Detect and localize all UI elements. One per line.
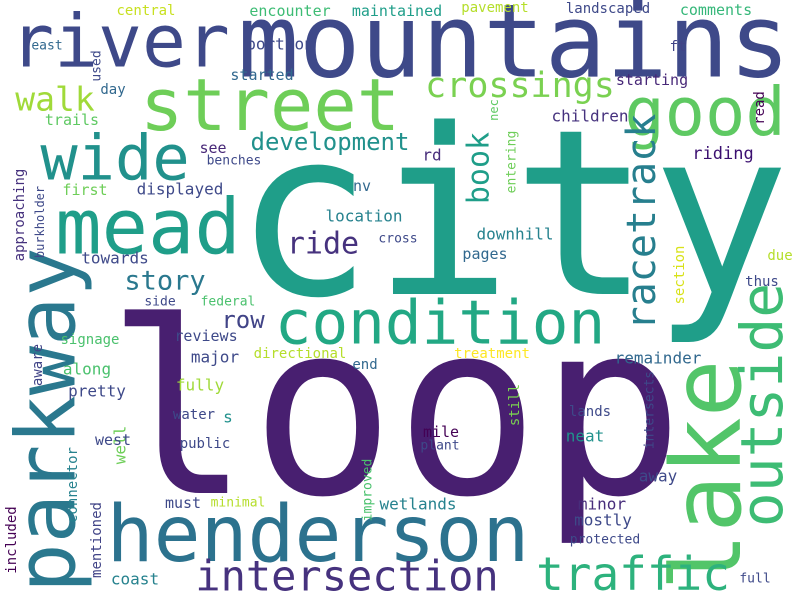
word: traffic [536,547,730,600]
word: pavement [461,0,528,16]
word: development [251,128,410,156]
word: location [325,207,402,226]
word: benches [207,154,262,169]
word: mostly [574,511,632,530]
word: mead [55,184,240,273]
word: encounter [249,2,330,20]
word: pages [462,245,507,263]
word: entering [505,131,520,194]
word: walk [15,80,95,119]
word: racetrack [619,114,665,331]
word: end [352,357,377,373]
word: connector [65,447,81,523]
word: west [95,431,131,449]
word: directional [254,346,347,362]
word: intersection [195,552,498,600]
word: riding [692,144,753,164]
word: thus [745,274,779,290]
word: remainder [615,349,702,368]
word: displayed [137,180,224,199]
word: due [767,248,792,264]
word: lands [569,404,611,420]
word: water [173,407,215,423]
word: portion [246,35,313,54]
word: comments [680,1,752,19]
word: lake [651,359,763,590]
word: read [752,91,768,125]
word: started [230,66,293,84]
word: row [221,306,265,334]
word: well [111,426,130,465]
word: book [462,132,497,204]
word: outside [728,283,796,527]
word: intersects [643,371,658,449]
word: day [100,82,125,98]
word: downhill [476,225,553,244]
word: used [90,50,105,81]
word: parkway [0,247,95,593]
word: children [551,107,628,126]
word: approaching [12,169,28,262]
word: henderson [107,490,530,580]
word: must [165,494,201,512]
word: minimal [211,496,266,511]
word: crossings [425,66,615,106]
word: maintained [352,2,442,20]
word: ft [670,39,687,55]
word: nec [487,99,501,121]
word: river [10,0,230,85]
word: see [199,139,226,157]
word: protected [570,533,640,548]
word: first [62,181,107,199]
word: pretty [68,382,126,401]
word: section [672,245,688,304]
word: along [63,360,111,379]
word: mountains [238,0,791,102]
word: good [624,73,785,151]
word: loop [106,270,684,550]
word: mile [423,423,459,441]
word: coast [111,570,159,589]
word: still [507,384,523,426]
word: reviews [174,327,237,345]
word: plant [420,439,459,454]
word: minor [578,495,627,514]
word: towards [81,249,148,268]
word: federal [201,295,256,310]
word: signage [60,332,119,348]
word: side [144,295,175,310]
word: improved [361,459,376,522]
word: wide [40,122,189,195]
word: included [4,506,20,573]
word: east [31,39,62,54]
word: nv [353,177,371,195]
word: condition [275,288,606,359]
word: starting [616,71,688,89]
word: s [223,408,233,427]
word: away [639,467,678,486]
word: cross [378,232,417,247]
word: public [180,436,231,452]
word: aware [30,344,46,386]
word: mentioned [89,502,105,578]
word: central [116,3,175,19]
word: fully [176,376,225,395]
word: rd [422,146,441,165]
word: wetlands [379,495,456,514]
word: major [191,348,240,367]
word: full [739,572,770,587]
word: story [124,266,205,297]
word: treatment [454,346,530,362]
word: street [140,63,400,147]
word: landscaped [566,1,650,17]
word: city [234,81,790,349]
word: burkholder [33,186,47,258]
word: neat [566,427,605,446]
word: ride [287,227,359,262]
word: trails [45,111,99,129]
